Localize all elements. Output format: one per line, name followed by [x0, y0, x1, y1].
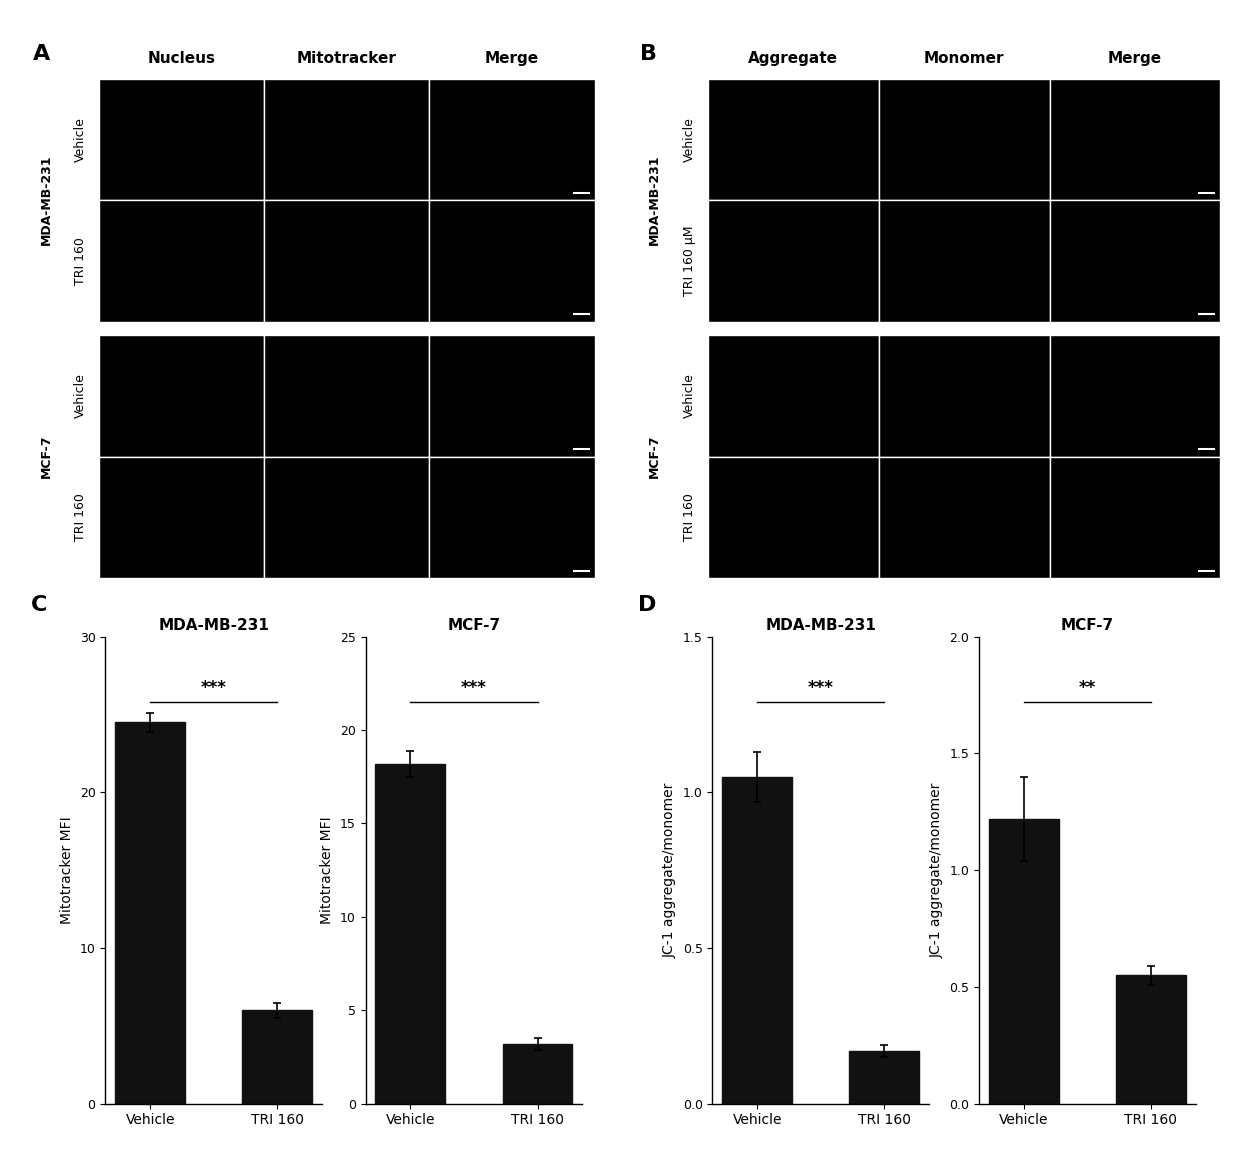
Text: TRI 160: TRI 160 — [74, 237, 87, 285]
Y-axis label: Mitotracker MFI: Mitotracker MFI — [61, 816, 74, 924]
Text: Merge: Merge — [484, 51, 539, 67]
Text: D: D — [638, 595, 657, 614]
Text: MCF-7: MCF-7 — [648, 434, 660, 479]
Text: MDA-MB-231: MDA-MB-231 — [648, 155, 660, 245]
Text: Mitotracker: Mitotracker — [296, 51, 396, 67]
Y-axis label: Mitotracker MFI: Mitotracker MFI — [321, 816, 335, 924]
Text: TRI 160: TRI 160 — [683, 494, 695, 542]
Text: Vehicle: Vehicle — [74, 117, 87, 162]
Bar — [243, 1010, 312, 1104]
Text: Monomer: Monomer — [924, 51, 1005, 67]
Bar — [722, 777, 792, 1104]
Text: B: B — [639, 44, 657, 64]
Bar — [850, 1051, 919, 1104]
Text: Vehicle: Vehicle — [683, 374, 695, 418]
Bar — [989, 819, 1058, 1104]
Text: ***: *** — [808, 680, 834, 697]
Title: MDA-MB-231: MDA-MB-231 — [766, 618, 876, 633]
Title: MDA-MB-231: MDA-MB-231 — [159, 618, 269, 633]
Text: Vehicle: Vehicle — [683, 117, 695, 162]
Bar — [115, 722, 185, 1104]
Text: A: A — [32, 44, 50, 64]
Text: Nucleus: Nucleus — [147, 51, 216, 67]
Bar — [1116, 975, 1186, 1104]
Text: TRI 160: TRI 160 — [74, 494, 87, 542]
Text: **: ** — [1079, 680, 1095, 697]
Title: MCF-7: MCF-7 — [1061, 618, 1114, 633]
Bar — [375, 764, 445, 1104]
Text: Vehicle: Vehicle — [74, 374, 87, 418]
Title: MCF-7: MCF-7 — [447, 618, 501, 633]
Text: Aggregate: Aggregate — [748, 51, 839, 67]
Text: TRI 160 μM: TRI 160 μM — [683, 225, 695, 296]
Text: ***: *** — [461, 680, 487, 697]
Text: ***: *** — [201, 680, 227, 697]
Text: Merge: Merge — [1108, 51, 1162, 67]
Text: MCF-7: MCF-7 — [40, 434, 53, 479]
Bar — [503, 1044, 572, 1104]
Text: C: C — [31, 595, 47, 614]
Y-axis label: JC-1 aggregate/monomer: JC-1 aggregate/monomer — [929, 783, 944, 958]
Text: MDA-MB-231: MDA-MB-231 — [40, 155, 53, 245]
Y-axis label: JC-1 aggregate/monomer: JC-1 aggregate/monomer — [663, 783, 678, 958]
